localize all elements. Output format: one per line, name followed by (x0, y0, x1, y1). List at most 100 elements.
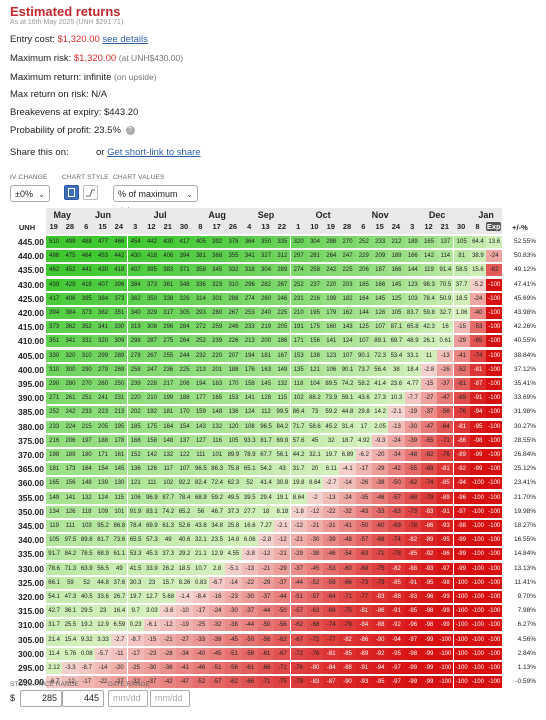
return-cell: 48.9 (404, 335, 421, 348)
return-cell: 242 (323, 264, 340, 277)
return-cell: 119 (46, 520, 63, 532)
return-cell: 69.9 (143, 520, 161, 532)
iv-change-select[interactable]: ±0% ⌄ (10, 185, 50, 202)
return-cell: 310 (78, 349, 95, 362)
return-cell: 259 (209, 321, 226, 334)
return-cell: 225 (274, 307, 291, 319)
return-cell: 61.1 (111, 548, 128, 561)
return-cell: -73 (404, 505, 421, 518)
return-cell: 358 (192, 264, 209, 277)
return-cell: 290 (78, 363, 95, 376)
return-cell: -100 (453, 633, 470, 646)
return-cell: 166 (404, 250, 421, 263)
return-cell: 384 (62, 307, 79, 319)
return-cell: 298 (127, 335, 144, 348)
return-cell: 2.8 (209, 562, 226, 575)
see-details-link[interactable]: see details (102, 34, 148, 45)
return-cell: 89.1 (372, 335, 389, 348)
return-cell: -68 (404, 491, 421, 504)
return-cell: 453 (94, 250, 112, 263)
return-cell: -72 (306, 633, 324, 646)
return-cell: 319 (127, 321, 144, 334)
return-cell: 233 (46, 420, 63, 433)
day-header: 15 (98, 222, 107, 231)
return-cell: 57.6 (290, 434, 307, 447)
return-cell: -42 (388, 463, 405, 476)
return-cell: 13.6 (486, 236, 503, 248)
return-cell: 126 (143, 463, 161, 476)
return-cell: 26.1 (420, 335, 438, 348)
return-cell: 39.5 (241, 491, 258, 504)
return-cell: -99 (404, 662, 421, 674)
return-cell: -15 (420, 378, 438, 390)
chart-values-select[interactable]: % of maximum risk ⌄ (113, 185, 198, 216)
return-cell: 78.4 (176, 491, 193, 504)
return-cell: 54.2 (257, 463, 275, 476)
day-header: 4 (247, 222, 252, 231)
return-cell: 76.5 (78, 548, 95, 561)
return-cell: 233 (372, 236, 389, 248)
price-max-input[interactable]: 445 (62, 690, 104, 707)
return-cell: -92 (388, 619, 405, 632)
return-cell: 44.8 (94, 576, 112, 589)
table-row: 440.00 486 475 464 453 442 430 418 406 394 381 368 3… (10, 250, 536, 263)
return-cell: -56 (274, 619, 291, 632)
return-cell: 215 (78, 420, 95, 433)
return-cell: -83 (420, 505, 438, 518)
return-cell: 145 (111, 463, 128, 476)
date-to-input[interactable]: mm/dd (150, 690, 190, 707)
percent-change: 23.41% (513, 479, 536, 487)
return-cell: -44 (274, 591, 291, 603)
percent-change: 18.27% (513, 522, 536, 529)
return-cell: 486 (46, 250, 63, 263)
return-cell: 362 (127, 292, 144, 305)
return-cell: -89 (437, 491, 454, 504)
return-cell: -81 (355, 605, 372, 618)
return-cell: -51 (290, 591, 307, 603)
percent-change: 35.41% (513, 380, 536, 387)
strike-price: 340.00 (18, 535, 44, 546)
return-cell: 396 (111, 278, 128, 291)
return-cell: -78 (404, 520, 421, 532)
return-cell: 247 (339, 250, 356, 263)
return-cell: 103 (78, 520, 95, 532)
price-min-input[interactable]: 285 (20, 690, 62, 707)
return-cell: 45 (306, 434, 324, 447)
return-cell: 10.3 (388, 392, 405, 405)
return-cell: 41.4 (257, 477, 275, 490)
return-cell: -21 (306, 520, 324, 532)
return-cell: 241 (94, 392, 112, 405)
return-cell: -24 (469, 292, 487, 305)
return-cell: 4.92 (355, 434, 372, 447)
strike-price: 315.00 (18, 606, 44, 617)
return-cell: 417 (46, 292, 63, 305)
return-cell: 454 (127, 236, 144, 248)
line-style-button[interactable] (83, 185, 98, 200)
date-from-input[interactable]: mm/dd (108, 690, 148, 707)
percent-change: 43.98% (513, 309, 536, 316)
return-cell: 430 (127, 250, 144, 263)
strike-price: 335.00 (18, 549, 44, 560)
return-cell: 195 (306, 307, 324, 319)
return-cell: -95 (469, 420, 487, 433)
return-cell: -2 (306, 491, 324, 504)
return-cell: 78.9 (241, 449, 258, 461)
return-cell: -50 (274, 605, 291, 618)
short-link[interactable]: Get short-link to share (107, 147, 201, 158)
table-style-button[interactable] (64, 185, 79, 200)
return-cell: -10 (176, 605, 193, 618)
return-cell: 148 (78, 477, 95, 490)
return-cell: 81.7 (257, 434, 275, 447)
return-cell: 92.2 (176, 477, 193, 490)
return-cell: -100 (486, 491, 503, 504)
return-cell: -26 (355, 477, 372, 490)
max-return-line: Maximum return: infinite (on upside) (10, 72, 157, 83)
return-cell: -3.8 (241, 548, 258, 561)
percent-change: 30.27% (513, 422, 536, 430)
return-cell: -67 (290, 633, 307, 646)
return-cell: 132 (78, 491, 95, 504)
return-cell: 255 (160, 349, 177, 362)
help-icon[interactable]: ? (125, 125, 135, 135)
return-cell: -100 (486, 349, 503, 362)
probability-of-profit: Probability of profit: 23.5% ? (10, 125, 135, 136)
